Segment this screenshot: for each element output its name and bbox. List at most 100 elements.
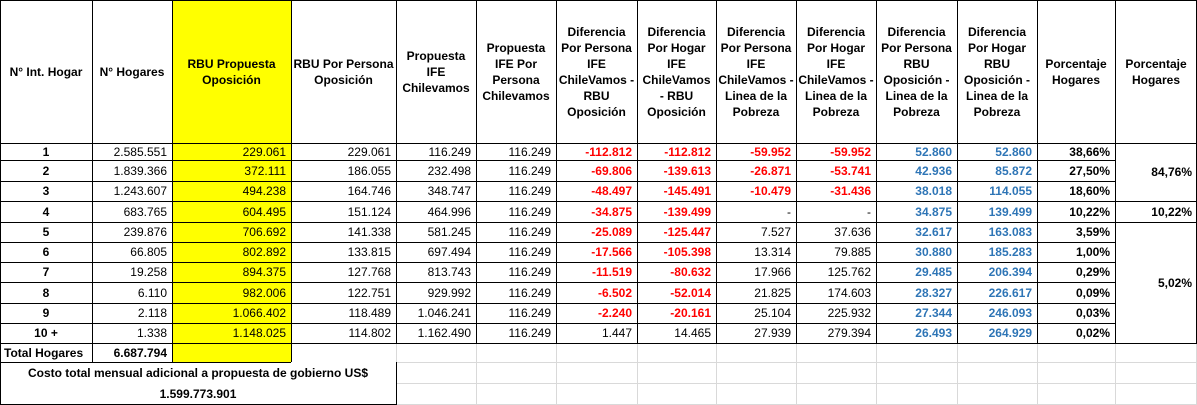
cell-dif-hogar-ife-rbu-row-9[interactable]: -20.161	[670, 306, 711, 320]
cell-dif-hogar-ife-rbu-row-6[interactable]: -105.398	[663, 245, 711, 259]
cell-int-hogar-row-6[interactable]: 6	[42, 245, 50, 259]
cell-dif-persona-ife-rbu-row-2[interactable]: -69.806	[591, 163, 632, 178]
cell-n-hogares-row-1[interactable]: 2.585.551	[113, 144, 167, 159]
cell-ife-persona-row-1[interactable]: 116.249	[508, 144, 552, 159]
cell-dif-persona-ife-pobreza-row-10[interactable]: 27.939	[754, 326, 791, 340]
cell-porcentaje-hogares-row-8[interactable]: 0,09%	[1075, 285, 1110, 300]
cell-int-hogar-row-3[interactable]: 3	[42, 184, 50, 198]
cell-dif-persona-ife-rbu-row-1[interactable]: -112.812	[585, 144, 632, 159]
header-dif-hogar-ife-rbu[interactable]: Diferencia Por Hogar IFE ChileVamos - RB…	[642, 24, 711, 119]
cell-dif-hogar-ife-rbu-row-7[interactable]: -80.632	[670, 265, 711, 279]
cell-rbu-persona-row-4[interactable]: 151.124	[347, 204, 391, 219]
footer-cost-value[interactable]: 1.599.773.901	[159, 387, 237, 401]
header-rbu-persona[interactable]: RBU Por Persona Oposición	[293, 56, 394, 87]
cell-rbu-propuesta-row-3[interactable]: 494.238	[242, 184, 286, 198]
cell-rbu-persona-row-5[interactable]: 141.338	[347, 225, 391, 239]
cell-dif-hogar-ife-pobreza-row-2[interactable]: -53.741	[830, 163, 871, 178]
cell-dif-hogar-rbu-pobreza-row-1[interactable]: 52.860	[995, 144, 1032, 159]
cell-rbu-propuesta-row-4[interactable]: 604.495	[242, 204, 286, 219]
header-dif-hogar-ife-pobreza[interactable]: Diferencia Por Hogar IFE ChileVamos - Li…	[798, 24, 874, 119]
cell-dif-hogar-ife-pobreza-row-1[interactable]: -59.952	[830, 144, 871, 159]
cell-dif-hogar-ife-rbu-row-5[interactable]: -125.447	[663, 225, 711, 239]
cell-dif-hogar-ife-pobreza-row-9[interactable]: 225.932	[827, 306, 871, 320]
cell-dif-hogar-ife-pobreza-row-5[interactable]: 37.636	[834, 225, 871, 239]
cell-dif-persona-ife-pobreza-row-3[interactable]: -10.479	[750, 184, 791, 198]
cell-n-hogares-row-9[interactable]: 2.118	[137, 306, 167, 320]
cell-porcentaje-hogares-row-1[interactable]: 38,66%	[1069, 144, 1110, 159]
cell-dif-persona-rbu-pobreza-row-7[interactable]: 29.485	[915, 265, 952, 279]
cell-ife-propuesta-row-9[interactable]: 1.046.241	[417, 306, 471, 320]
cell-dif-hogar-rbu-pobreza-row-9[interactable]: 246.093	[988, 306, 1032, 320]
cell-dif-hogar-ife-rbu-row-2[interactable]: -139.613	[663, 163, 711, 178]
group-percentage-2[interactable]: 10,22%	[1151, 204, 1192, 219]
cell-rbu-persona-row-6[interactable]: 133.815	[347, 245, 391, 259]
cell-ife-persona-row-9[interactable]: 116.249	[508, 306, 552, 320]
group-percentage-3[interactable]: 5,02%	[1157, 275, 1192, 290]
cell-porcentaje-hogares-row-5[interactable]: 3,59%	[1075, 225, 1110, 239]
cell-dif-hogar-ife-rbu-row-3[interactable]: -145.491	[663, 184, 711, 198]
cell-dif-hogar-ife-pobreza-row-7[interactable]: 125.762	[827, 265, 871, 279]
cell-dif-persona-ife-pobreza-row-5[interactable]: 7.527	[760, 225, 791, 239]
cell-dif-hogar-ife-pobreza-row-4[interactable]: -	[867, 204, 871, 219]
cell-n-hogares-row-2[interactable]: 1.839.366	[113, 163, 167, 178]
cell-dif-persona-ife-rbu-row-8[interactable]: -6.502	[597, 285, 632, 300]
total-value[interactable]: 6.687.794	[113, 345, 167, 360]
cell-dif-persona-rbu-pobreza-row-1[interactable]: 52.860	[915, 144, 952, 159]
header-dif-persona-ife-pobreza[interactable]: Diferencia Por Persona IFE ChileVamos - …	[718, 24, 794, 119]
cell-rbu-propuesta-row-6[interactable]: 802.892	[242, 245, 286, 259]
cell-porcentaje-hogares-row-6[interactable]: 1,00%	[1075, 245, 1110, 259]
cell-ife-persona-row-4[interactable]: 116.249	[508, 204, 552, 219]
cell-ife-persona-row-3[interactable]: 116.249	[508, 184, 552, 198]
cell-ife-persona-row-6[interactable]: 116.249	[508, 245, 552, 259]
cell-rbu-persona-row-10[interactable]: 114.802	[348, 326, 392, 340]
cell-dif-hogar-ife-pobreza-row-6[interactable]: 79.885	[834, 245, 871, 259]
cell-n-hogares-row-6[interactable]: 66.805	[130, 245, 167, 259]
cell-int-hogar-row-8[interactable]: 8	[42, 285, 50, 300]
cell-dif-persona-rbu-pobreza-row-10[interactable]: 26.493	[915, 326, 952, 340]
cell-rbu-propuesta-row-7[interactable]: 894.375	[242, 265, 286, 279]
cell-ife-propuesta-row-5[interactable]: 581.245	[427, 225, 471, 239]
cell-ife-propuesta-row-1[interactable]: 116.249	[428, 144, 472, 159]
header-ife-propuesta[interactable]: Propuesta IFE Chilevamos	[402, 48, 470, 95]
cell-ife-propuesta-row-4[interactable]: 464.996	[427, 204, 471, 219]
cell-dif-hogar-ife-pobreza-row-3[interactable]: -31.436	[830, 184, 871, 198]
cell-n-hogares-row-8[interactable]: 6.110	[137, 285, 167, 300]
cell-ife-propuesta-row-8[interactable]: 929.992	[427, 285, 471, 300]
cell-porcentaje-hogares-row-2[interactable]: 27,50%	[1069, 163, 1110, 178]
cell-dif-persona-rbu-pobreza-row-5[interactable]: 32.617	[915, 225, 952, 239]
cell-dif-persona-rbu-pobreza-row-6[interactable]: 30.880	[915, 245, 952, 259]
cell-dif-persona-rbu-pobreza-row-2[interactable]: 42.936	[915, 163, 952, 178]
cell-rbu-propuesta-row-5[interactable]: 706.692	[242, 225, 286, 239]
cell-dif-persona-ife-rbu-row-7[interactable]: -11.519	[591, 265, 632, 279]
cell-rbu-persona-row-3[interactable]: 164.746	[347, 184, 391, 198]
cell-int-hogar-row-1[interactable]: 1	[42, 144, 50, 159]
cell-dif-persona-ife-pobreza-row-9[interactable]: 25.104	[754, 306, 791, 320]
cell-porcentaje-hogares-row-3[interactable]: 18,60%	[1069, 184, 1110, 198]
header-rbu-propuesta[interactable]: RBU Propuesta Oposición	[187, 56, 276, 87]
cell-ife-propuesta-row-7[interactable]: 813.743	[427, 265, 471, 279]
cell-dif-hogar-ife-rbu-row-1[interactable]: -112.812	[664, 144, 711, 159]
cell-dif-hogar-ife-rbu-row-8[interactable]: -52.014	[670, 285, 711, 300]
cell-rbu-persona-row-1[interactable]: 229.061	[347, 144, 391, 159]
cell-rbu-propuesta-row-8[interactable]: 982.006	[242, 285, 286, 300]
cell-int-hogar-row-5[interactable]: 5	[42, 225, 50, 239]
cell-n-hogares-row-10[interactable]: 1.338	[136, 326, 167, 340]
cell-ife-persona-row-2[interactable]: 116.249	[508, 163, 552, 178]
cell-dif-hogar-ife-pobreza-row-8[interactable]: 174.603	[827, 285, 871, 300]
header-porcentaje-hogares-grupo[interactable]: Porcentaje Hogares	[1125, 56, 1187, 87]
cell-dif-hogar-rbu-pobreza-row-3[interactable]: 114.055	[989, 184, 1032, 198]
cell-dif-hogar-ife-rbu-row-4[interactable]: -139.499	[663, 204, 711, 219]
cell-n-hogares-row-3[interactable]: 1.243.607	[113, 184, 167, 198]
cell-dif-persona-ife-pobreza-row-2[interactable]: -26.871	[750, 163, 791, 178]
cell-int-hogar-row-2[interactable]: 2	[42, 163, 50, 178]
cell-porcentaje-hogares-row-9[interactable]: 0,03%	[1075, 306, 1110, 320]
group-percentage-1[interactable]: 84,76%	[1151, 165, 1192, 179]
cell-dif-persona-rbu-pobreza-row-3[interactable]: 38.018	[915, 184, 952, 198]
cell-dif-persona-ife-pobreza-row-4[interactable]: -	[787, 204, 791, 219]
cell-dif-hogar-ife-pobreza-row-10[interactable]: 279.394	[827, 326, 871, 340]
cell-ife-persona-row-5[interactable]: 116.249	[508, 225, 552, 239]
cell-dif-hogar-rbu-pobreza-row-8[interactable]: 226.617	[988, 285, 1032, 300]
cell-dif-persona-ife-rbu-row-4[interactable]: -34.875	[591, 204, 632, 219]
cell-dif-persona-rbu-pobreza-row-8[interactable]: 28.327	[915, 285, 952, 300]
cell-n-hogares-row-4[interactable]: 683.765	[123, 204, 167, 219]
